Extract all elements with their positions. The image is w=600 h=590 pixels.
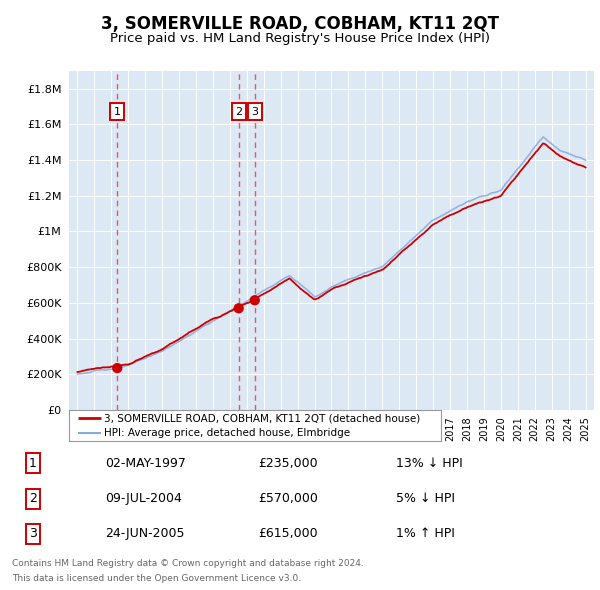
Text: 3: 3	[251, 107, 258, 116]
Text: 2: 2	[235, 107, 242, 116]
Text: 5% ↓ HPI: 5% ↓ HPI	[396, 492, 455, 505]
Text: 09-JUL-2004: 09-JUL-2004	[105, 492, 182, 505]
Text: 3, SOMERVILLE ROAD, COBHAM, KT11 2QT (detached house): 3, SOMERVILLE ROAD, COBHAM, KT11 2QT (de…	[104, 414, 421, 424]
Text: 24-JUN-2005: 24-JUN-2005	[105, 527, 185, 540]
Text: £235,000: £235,000	[258, 457, 317, 470]
Text: 02-MAY-1997: 02-MAY-1997	[105, 457, 186, 470]
Text: 3, SOMERVILLE ROAD, COBHAM, KT11 2QT: 3, SOMERVILLE ROAD, COBHAM, KT11 2QT	[101, 15, 499, 33]
Text: This data is licensed under the Open Government Licence v3.0.: This data is licensed under the Open Gov…	[12, 574, 301, 583]
Text: Price paid vs. HM Land Registry's House Price Index (HPI): Price paid vs. HM Land Registry's House …	[110, 32, 490, 45]
Text: £615,000: £615,000	[258, 527, 317, 540]
Text: 2: 2	[29, 492, 37, 505]
Text: 13% ↓ HPI: 13% ↓ HPI	[396, 457, 463, 470]
Text: 1: 1	[114, 107, 121, 116]
Text: 1: 1	[29, 457, 37, 470]
Text: 1% ↑ HPI: 1% ↑ HPI	[396, 527, 455, 540]
Text: £570,000: £570,000	[258, 492, 318, 505]
Point	[112, 363, 122, 373]
Point	[234, 304, 244, 313]
Point	[250, 296, 260, 305]
Text: Contains HM Land Registry data © Crown copyright and database right 2024.: Contains HM Land Registry data © Crown c…	[12, 559, 364, 568]
Text: 3: 3	[29, 527, 37, 540]
Text: HPI: Average price, detached house, Elmbridge: HPI: Average price, detached house, Elmb…	[104, 428, 350, 438]
